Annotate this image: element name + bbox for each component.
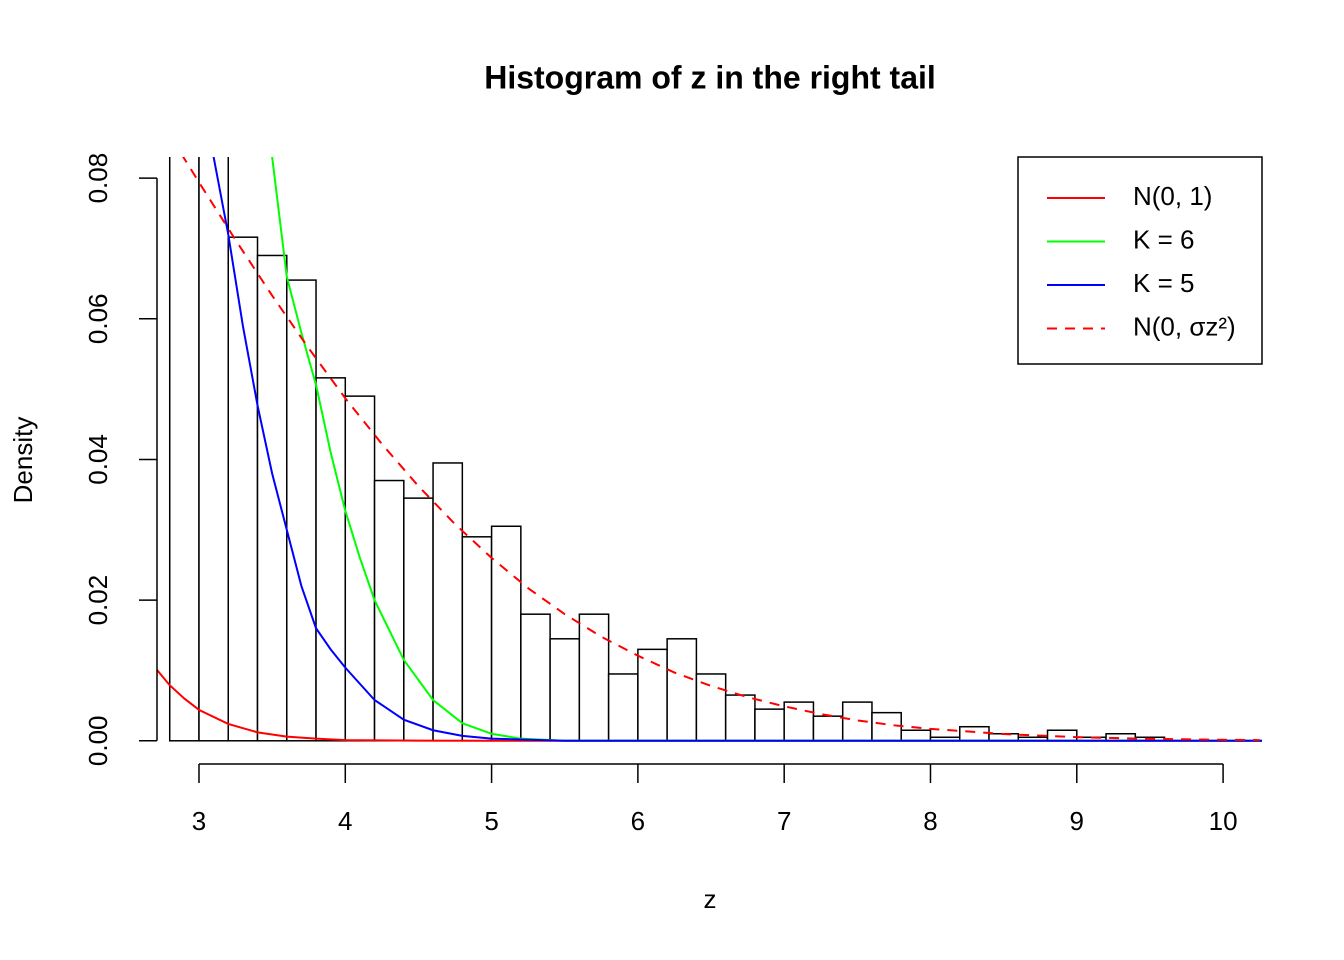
- bar: [812, 715, 844, 742]
- legend-label: K = 5: [1133, 268, 1194, 298]
- x-axis-label: z: [704, 884, 717, 914]
- bar: [198, 157, 229, 742]
- bar: [900, 729, 932, 742]
- y-tick-label: 0.04: [83, 434, 113, 485]
- x-tick-label: 7: [777, 806, 791, 836]
- bar: [958, 725, 990, 742]
- x-tick-label: 3: [192, 806, 206, 836]
- bar: [344, 395, 376, 742]
- x-tick-label: 6: [631, 806, 645, 836]
- legend-label: K = 6: [1133, 224, 1194, 254]
- bar: [549, 638, 581, 742]
- bar: [490, 525, 522, 742]
- x-tick-label: 5: [484, 806, 498, 836]
- density-curve: [182, 157, 1260, 742]
- bar: [695, 673, 727, 742]
- bar: [754, 708, 785, 742]
- y-tick-label: 0.00: [83, 715, 113, 766]
- bar: [227, 236, 259, 742]
- bar: [315, 377, 347, 742]
- y-tick-label: 0.06: [83, 293, 113, 344]
- bar: [871, 711, 902, 742]
- y-axis-label: Density: [8, 417, 38, 504]
- bar: [520, 613, 551, 742]
- bar: [666, 638, 698, 742]
- bar: [432, 462, 464, 742]
- x-tick-label: 8: [923, 806, 937, 836]
- y-tick-label: 0.02: [83, 575, 113, 626]
- x-tick-label: 4: [338, 806, 352, 836]
- legend-label: N(0, 1): [1133, 181, 1212, 211]
- x-tick-label: 10: [1209, 806, 1238, 836]
- bar: [286, 279, 317, 742]
- legend: N(0, 1) K = 6 K = 5 N(0, σz²): [1017, 156, 1263, 365]
- bar: [403, 497, 434, 742]
- bar: [607, 673, 639, 742]
- bar: [168, 157, 200, 742]
- y-tick-label: 0.08: [83, 153, 113, 204]
- x-tick-label: 9: [1070, 806, 1084, 836]
- density-curve: [271, 157, 1262, 742]
- chart-title: Histogram of z in the right tail: [484, 59, 936, 95]
- bar: [461, 536, 493, 742]
- bar: [256, 254, 288, 742]
- legend-box: [1017, 156, 1263, 365]
- legend-label: N(0, σz²): [1133, 311, 1236, 341]
- density-curve: [212, 157, 1262, 742]
- bar: [724, 694, 756, 742]
- density-curve: [157, 668, 1262, 742]
- plot-area: [157, 157, 1262, 742]
